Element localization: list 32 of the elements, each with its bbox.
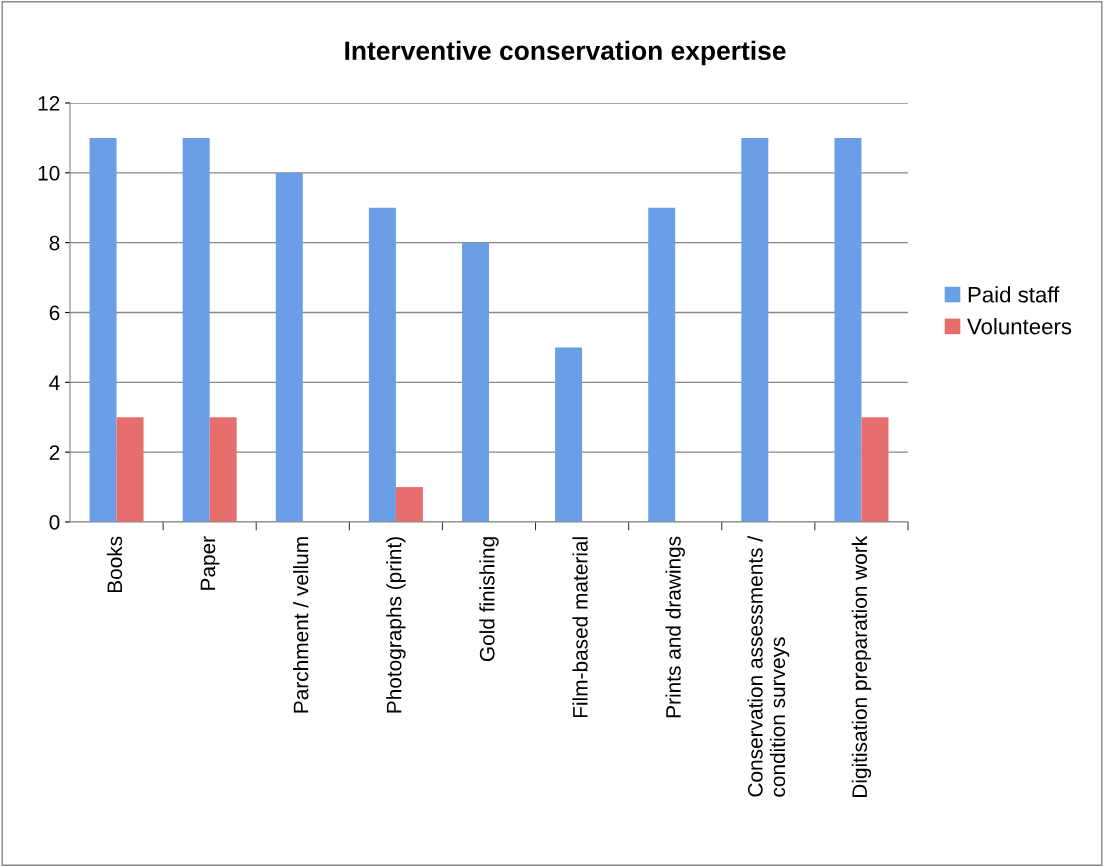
bar bbox=[834, 137, 862, 522]
bar bbox=[395, 487, 423, 522]
bar bbox=[89, 137, 117, 522]
bar bbox=[861, 417, 889, 522]
y-tick-label: 4 bbox=[49, 375, 60, 390]
x-tick-label: Prints and drawings bbox=[665, 536, 685, 718]
x-tick-label: Parchment / vellum bbox=[293, 537, 309, 713]
legend-label: Volunteers bbox=[967, 318, 1072, 335]
bar bbox=[209, 417, 237, 522]
y-tick-label: 8 bbox=[49, 235, 60, 251]
bar bbox=[368, 207, 396, 522]
bar bbox=[555, 347, 583, 522]
bar bbox=[462, 242, 489, 522]
y-tick-label: 12 bbox=[38, 96, 60, 111]
x-tick-label: Books bbox=[106, 536, 123, 593]
y-tick-label: 2 bbox=[49, 445, 60, 460]
x-tick-label: Photographs (print) bbox=[386, 537, 406, 713]
bar bbox=[648, 207, 676, 522]
bar bbox=[182, 137, 210, 522]
bar bbox=[116, 417, 144, 522]
bar bbox=[275, 172, 303, 522]
x-tick-label: Conservation assessments / condition surveys bbox=[747, 535, 790, 797]
y-tick-label: 10 bbox=[38, 165, 60, 181]
x-tick-label: Gold finishing bbox=[479, 537, 499, 662]
x-tick-label: Film-based material bbox=[572, 537, 588, 718]
x-tick-label: Paper bbox=[200, 536, 220, 590]
x-tick-label: Digitisation preparation work bbox=[851, 535, 872, 798]
legend-label: Paid staff bbox=[968, 286, 1060, 303]
y-tick-label: 0 bbox=[49, 515, 60, 530]
y-tick-label: 6 bbox=[49, 305, 60, 321]
bar bbox=[741, 137, 769, 522]
chart-title: Interventive conservation expertise bbox=[345, 40, 786, 66]
